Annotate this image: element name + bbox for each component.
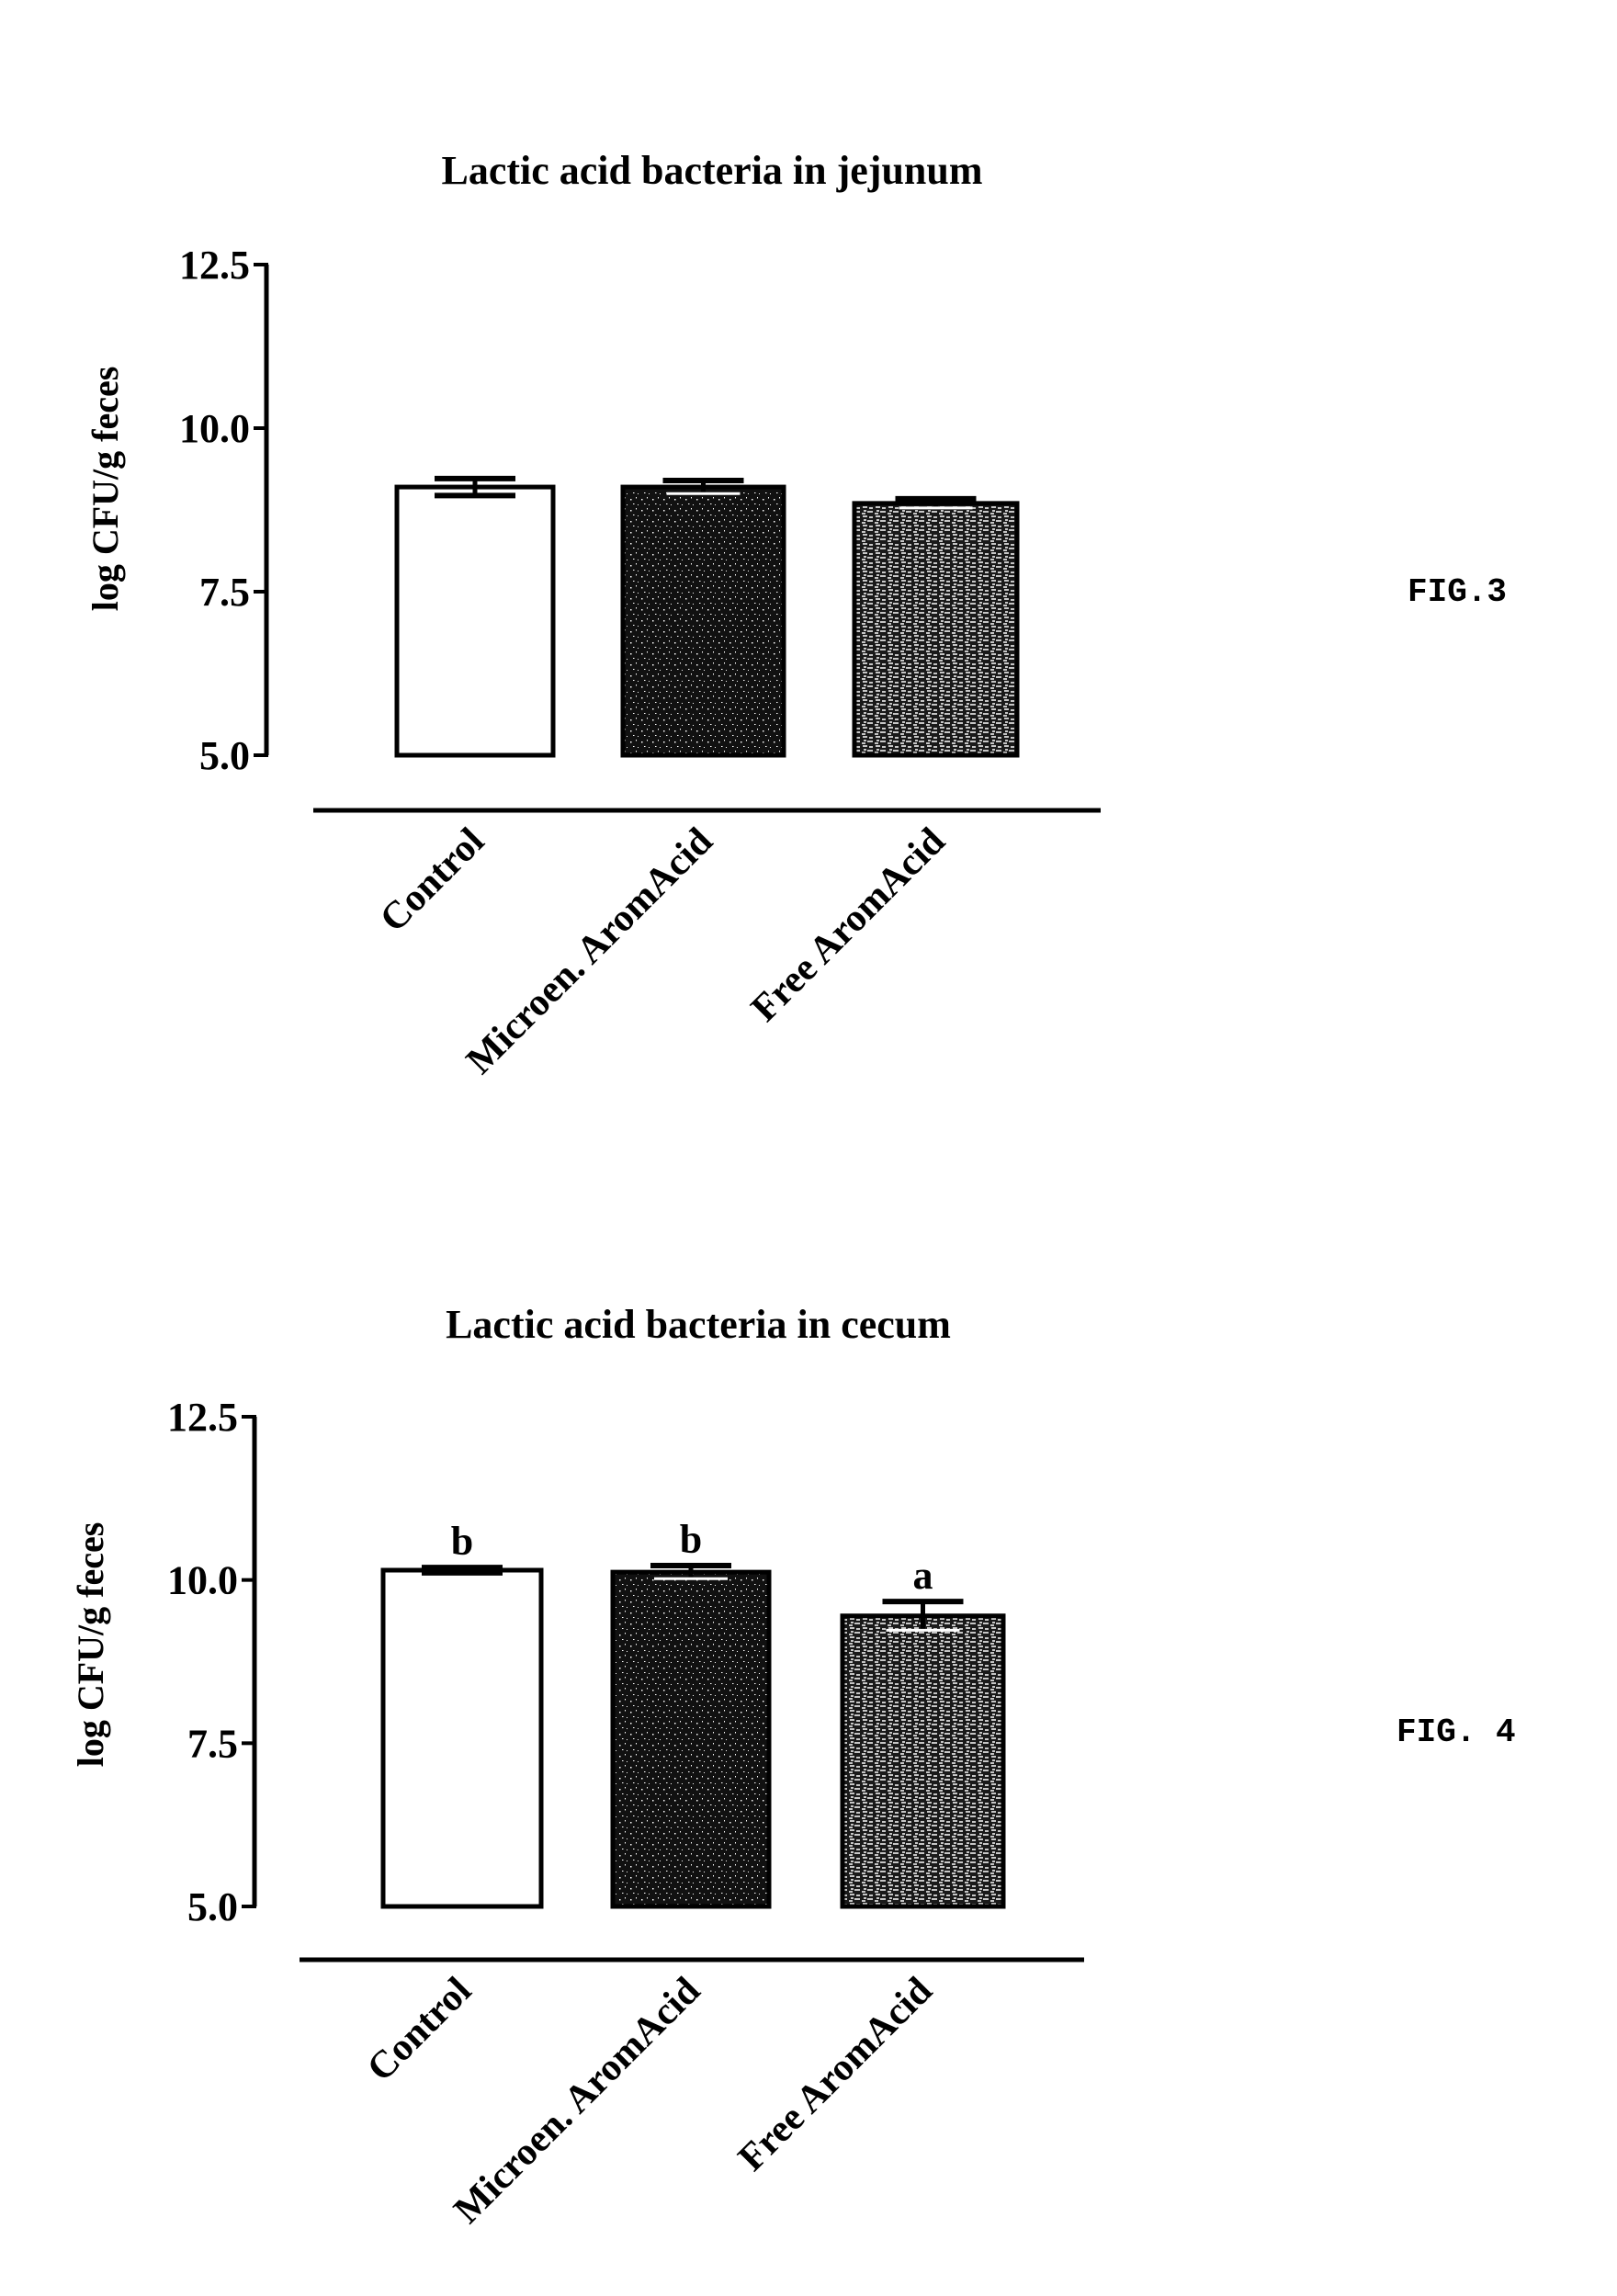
bars [397,479,1017,755]
bar-microen-aromacid [623,481,784,755]
x-tick-label: Control [372,820,492,941]
x-axis-labels: ControlMicroen. AromAcidFree AromAcid [359,1970,940,2232]
y-tick-label: 12.5 [167,1395,238,1440]
y-axis-label: log CFU/g feces [85,367,126,612]
significance-letter: a [913,1553,933,1598]
bar-control [397,479,553,755]
bar-free-aromacid: a [842,1553,1003,1906]
y-tick-label: 7.5 [199,570,250,615]
y-tick-label: 7.5 [187,1721,238,1766]
figure-label: FIG. 4 [1396,1714,1516,1751]
y-tick-label: 10.0 [167,1558,238,1603]
y-tick-label: 5.0 [199,733,250,778]
significance-letter: b [680,1517,702,1562]
significance-letter: b [451,1519,473,1564]
x-tick-label: Free AromAcid [743,820,954,1031]
bar-control: b [383,1519,541,1906]
x-tick-label: Control [359,1970,480,2090]
y-tick-label: 10.0 [179,406,250,451]
x-axis-labels: ControlMicroen. AromAcidFree AromAcid [372,820,953,1082]
y-axis: 5.0 7.5 10.0 12.5 [179,243,268,778]
bar-microen-aromacid: b [613,1517,769,1906]
chart-title: Lactic acid bacteria in jejunum [441,148,982,193]
x-tick-label: Free AromAcid [730,1970,941,2180]
y-axis: 5.0 7.5 10.0 12.5 [167,1395,256,1929]
figure-label: FIG.3 [1408,573,1507,611]
chart-title: Lactic acid bacteria in cecum [446,1302,951,1347]
x-tick-label: Microen. AromAcid [458,820,720,1082]
chart-fig4: Lactic acid bacteria in cecum log CFU/g … [70,1302,1516,2232]
bar-free-aromacid [854,499,1017,755]
y-axis-label: log CFU/g feces [70,1522,111,1768]
figure-canvas: Lactic acid bacteria in jejunum log CFU/… [0,0,1617,2296]
x-tick-label: Microen. AromAcid [447,1970,708,2232]
chart-fig3: Lactic acid bacteria in jejunum log CFU/… [85,148,1507,1082]
bars: bba [383,1517,1003,1906]
y-tick-label: 5.0 [187,1884,238,1929]
y-tick-label: 12.5 [179,243,250,288]
